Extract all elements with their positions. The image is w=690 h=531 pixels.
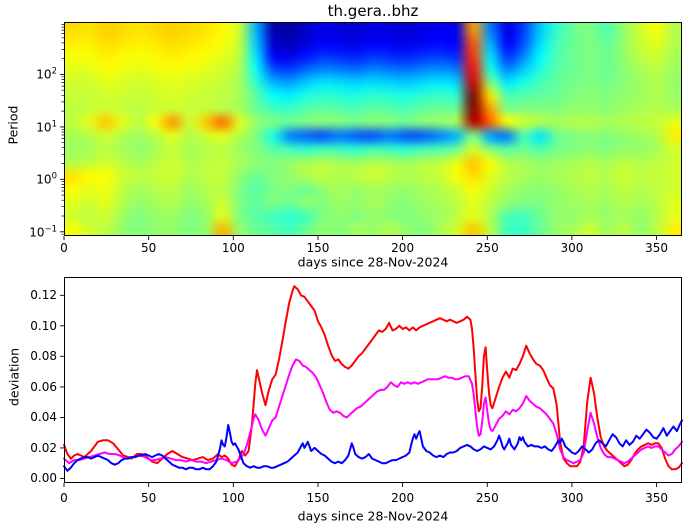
bottom-xaxis-label: days since 28-Nov-2024 bbox=[297, 508, 449, 524]
bottom-x-tick-label: 250 bbox=[475, 491, 499, 505]
period-tick-label: 101 bbox=[36, 119, 57, 135]
deviation-tick-label: 0.12 bbox=[30, 288, 57, 303]
bottom-x-tick-label: 100 bbox=[221, 491, 245, 505]
bottom-x-tick-label: 200 bbox=[391, 491, 415, 505]
period-tick-label: 10−1 bbox=[29, 224, 57, 240]
top-x-tick-label: 150 bbox=[306, 241, 330, 255]
bottom-x-tick-label: 350 bbox=[645, 491, 669, 505]
bottom-x-tick-label: 150 bbox=[306, 491, 330, 505]
bottom-x-tick-label: 0 bbox=[60, 491, 68, 505]
top-x-tick-label: 50 bbox=[141, 241, 157, 255]
bottom-x-tick-label: 50 bbox=[141, 491, 157, 505]
deviation-axis-label: deviation bbox=[6, 347, 22, 407]
deviation-tick-label: 0.06 bbox=[30, 379, 57, 394]
top-x-tick-label: 300 bbox=[560, 241, 584, 255]
top-x-tick-label: 200 bbox=[391, 241, 415, 255]
bottom-x-tick-label: 300 bbox=[560, 491, 584, 505]
top-x-tick-label: 350 bbox=[645, 241, 669, 255]
top-x-tick-label: 0 bbox=[60, 241, 68, 255]
period-tick-label: 100 bbox=[36, 171, 57, 187]
deviation-tick-label: 0.04 bbox=[30, 410, 57, 425]
top-x-tick-label: 100 bbox=[221, 241, 245, 255]
period-tick-label: 102 bbox=[36, 66, 57, 82]
period-axis-label: Period bbox=[5, 105, 21, 145]
top-xaxis-label: days since 28-Nov-2024 bbox=[297, 254, 449, 270]
top-x-tick-label: 250 bbox=[475, 241, 499, 255]
deviation-tick-label: 0.10 bbox=[30, 318, 57, 333]
deviation-tick-label: 0.00 bbox=[30, 471, 57, 486]
deviation-tick-label: 0.08 bbox=[30, 349, 57, 364]
chart-title: th.gera..bhz bbox=[327, 2, 419, 20]
deviation-tick-label: 0.02 bbox=[30, 440, 57, 455]
